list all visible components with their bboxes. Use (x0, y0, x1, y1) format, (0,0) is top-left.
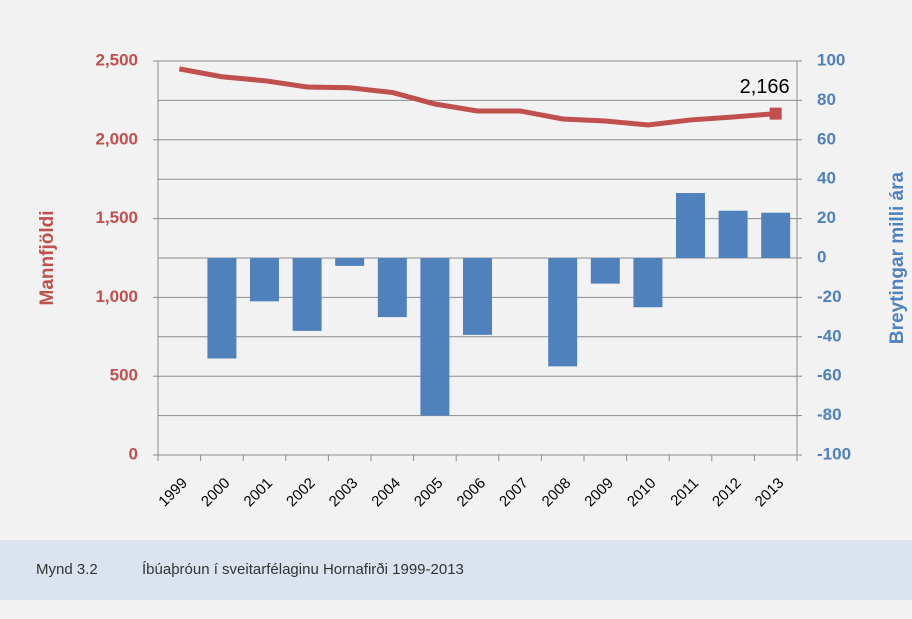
y-tick-label: 2,500 (95, 50, 138, 69)
x-tick-label: 2000 (198, 475, 234, 511)
y2-tick-label: -100 (817, 444, 851, 463)
x-tick-label: 1999 (155, 475, 191, 511)
y2-tick-label: 0 (817, 247, 826, 266)
y2-tick-label: 80 (817, 90, 836, 109)
y2-tick-label: -80 (817, 405, 842, 424)
y-tick-label: 500 (110, 366, 138, 385)
y-axis-label: Mannfjöldi (37, 211, 58, 306)
x-tick-label: 2010 (624, 475, 660, 511)
bar (250, 258, 279, 302)
y2-tick-label: 20 (817, 208, 836, 227)
y2-tick-label: -40 (817, 326, 842, 345)
bar (207, 258, 237, 359)
y2-tick-label: 40 (817, 169, 836, 188)
y-tick-label: 0 (129, 444, 138, 463)
x-tick-label: 2006 (454, 475, 490, 511)
x-tick-label: 2001 (241, 475, 277, 511)
y2-axis-label: Breytingar milli ára (887, 172, 908, 345)
caption-number: Mynd 3.2 (36, 561, 98, 578)
y2-tick-label: 100 (817, 50, 845, 69)
bar (633, 258, 663, 308)
bar (548, 258, 578, 367)
data-label: 2,166 (740, 76, 790, 98)
x-tick-label: 2005 (411, 475, 447, 511)
y-tick-label: 2,000 (95, 129, 138, 148)
x-tick-label: 2007 (496, 475, 532, 511)
bar (463, 258, 492, 335)
y2-tick-label: -20 (817, 287, 842, 306)
x-tick-label: 2008 (539, 475, 575, 511)
y2-tick-label: 60 (817, 129, 836, 148)
bar (292, 258, 322, 331)
y2-tick-label: -60 (817, 366, 842, 385)
x-tick-label: 2002 (283, 475, 319, 511)
y-tick-label: 1,000 (95, 287, 138, 306)
x-tick-label: 2009 (581, 475, 617, 511)
x-tick-label: 2012 (709, 475, 745, 511)
bar (718, 210, 748, 258)
y-tick-label: 1,500 (95, 208, 138, 227)
x-tick-label: 2003 (326, 475, 362, 511)
bar (420, 258, 450, 416)
line-marker (769, 107, 782, 120)
caption-band (0, 540, 912, 600)
x-tick-label: 2004 (368, 475, 404, 511)
x-tick-label: 2011 (667, 475, 702, 510)
caption-text: Íbúaþróun í sveitarfélaginu Hornafirði 1… (142, 561, 464, 578)
bar (676, 192, 705, 258)
line (178, 66, 776, 128)
bar (590, 258, 620, 284)
bar (335, 258, 365, 266)
x-tick-label: 2013 (752, 475, 788, 511)
bar (377, 258, 407, 318)
bar (761, 212, 791, 258)
